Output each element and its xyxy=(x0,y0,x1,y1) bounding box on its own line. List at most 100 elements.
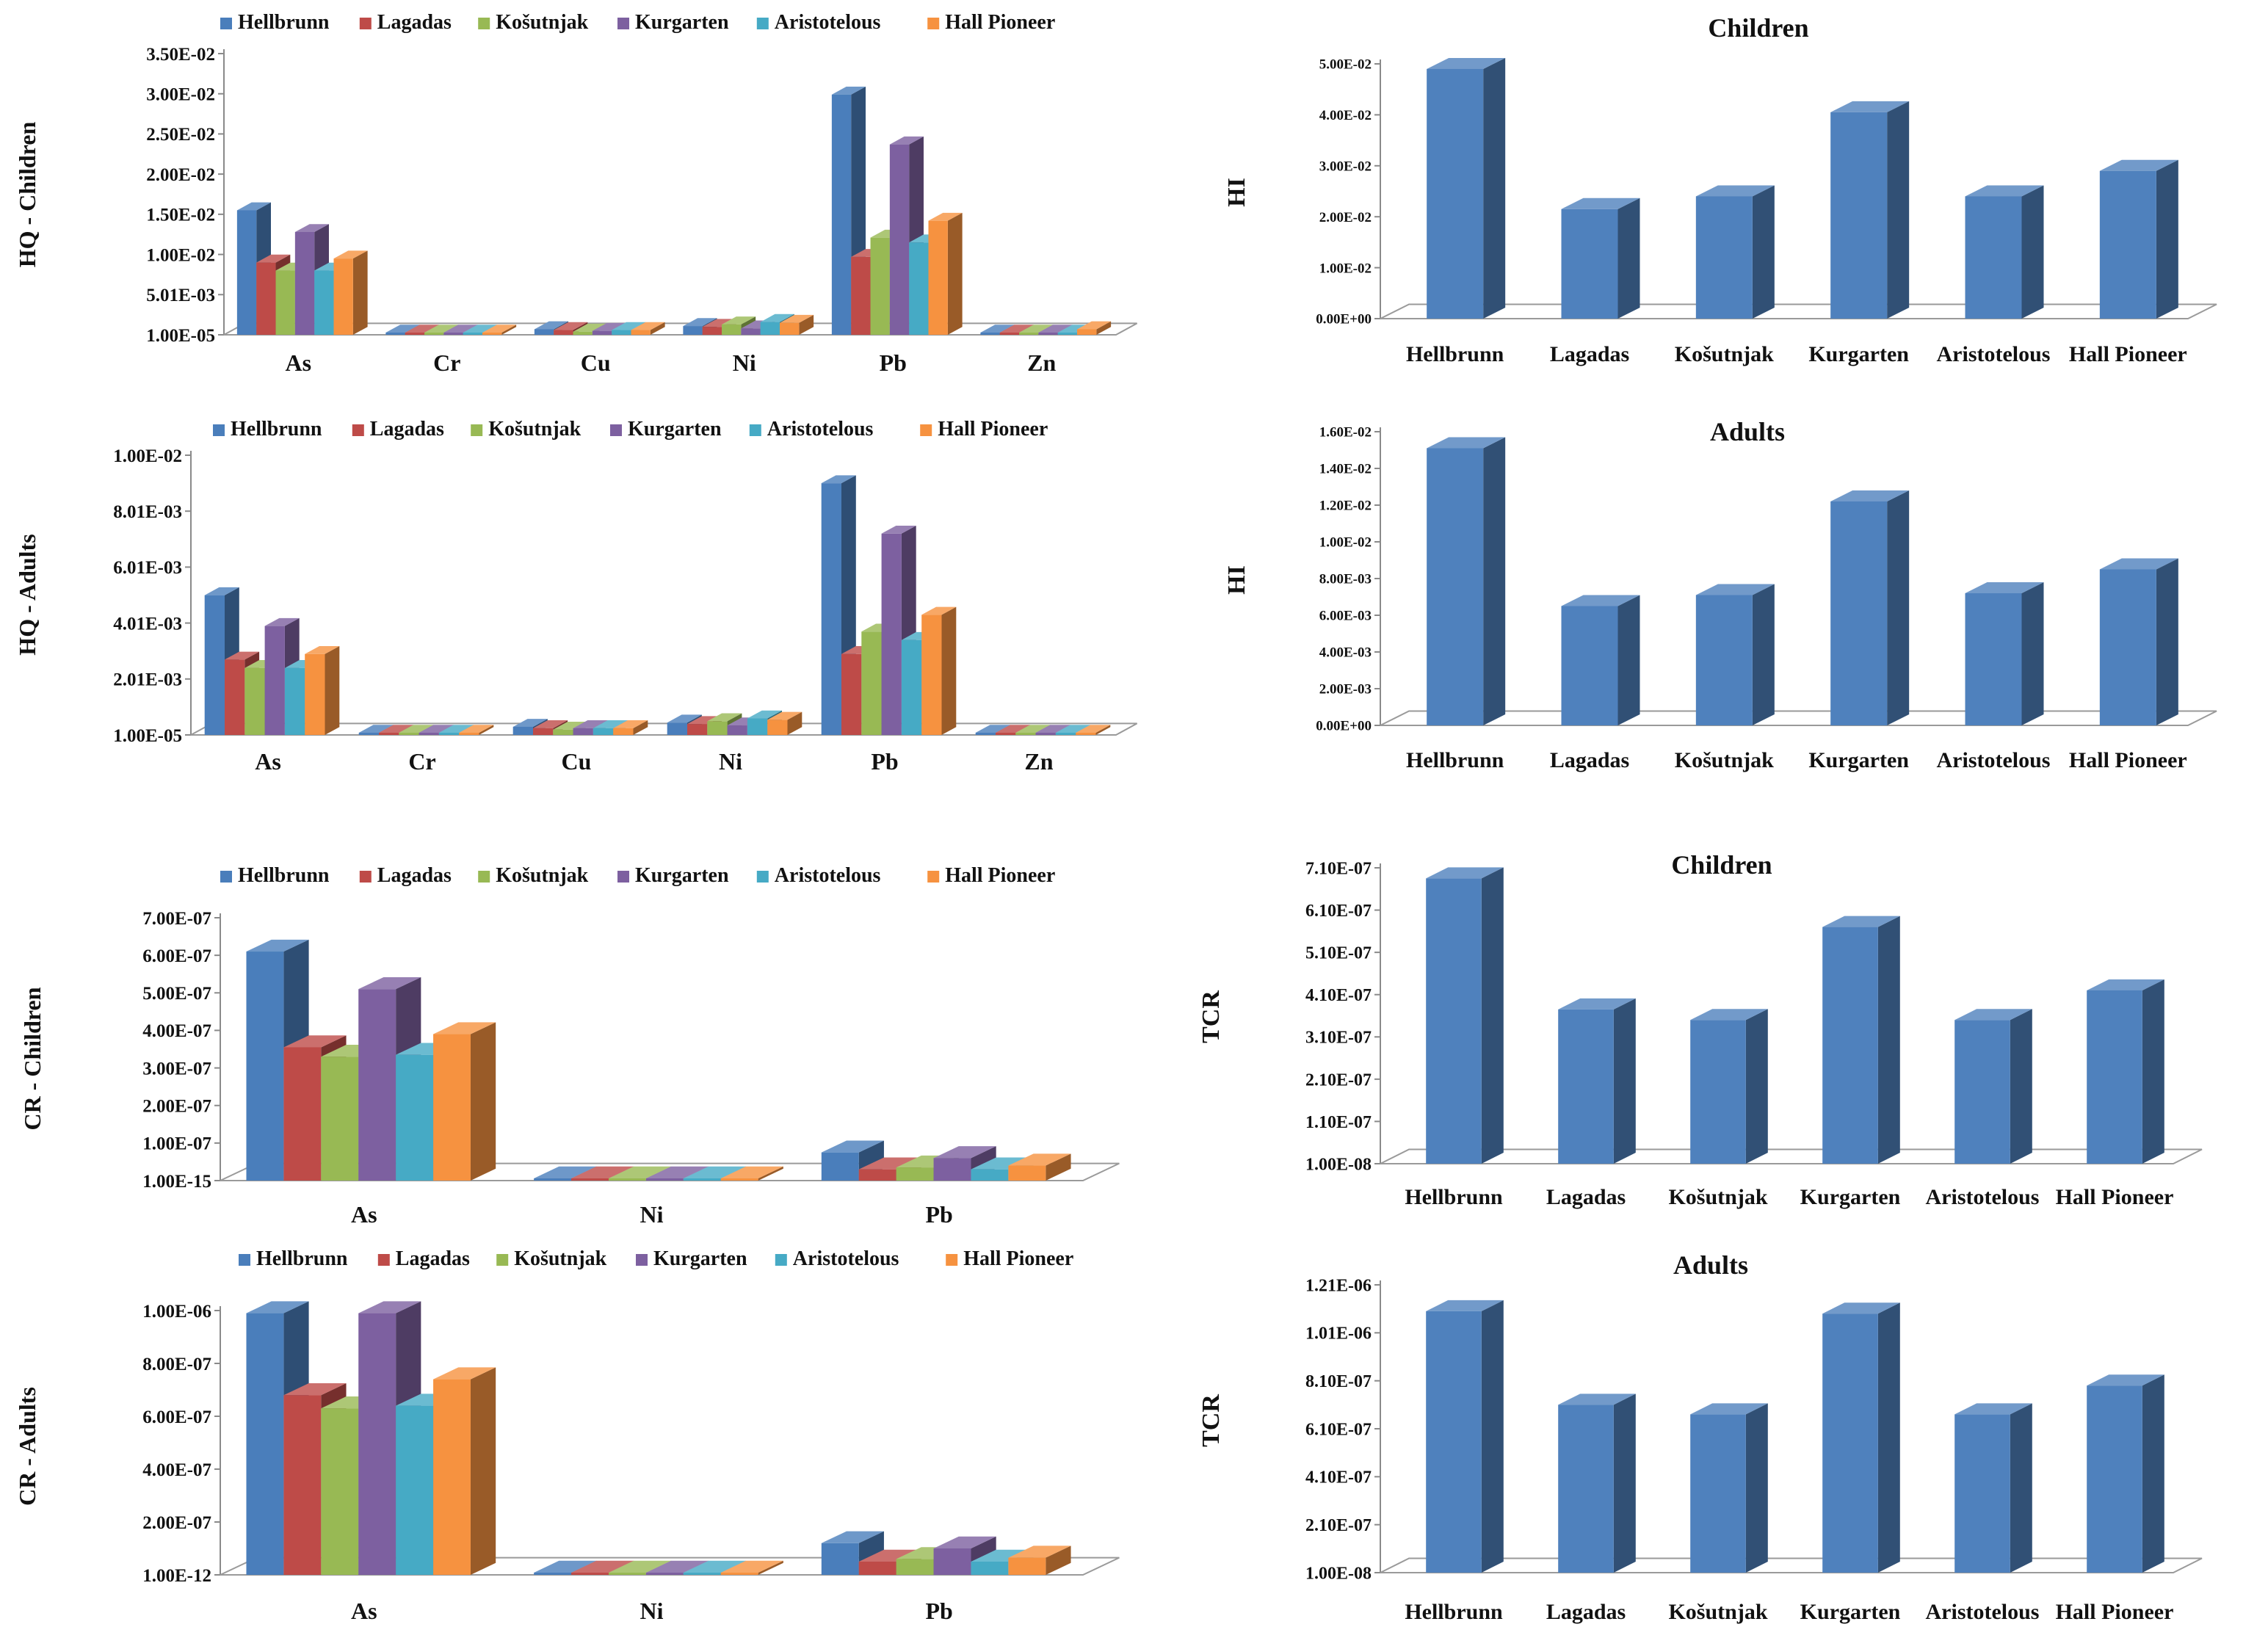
bar-cr-hall-pioneer xyxy=(482,325,517,335)
bar-lagadas-top xyxy=(1561,595,1640,606)
bar-as-hellbrunn-top xyxy=(204,587,239,595)
bar-košutnjak-front xyxy=(1695,196,1753,319)
bar-zn-kurgarten-top xyxy=(1035,725,1070,733)
bar-cr-aristotelous-top xyxy=(438,725,474,733)
bar-pb-aristotelous-top xyxy=(971,1549,1034,1562)
category-label: Hall Pioneer xyxy=(2069,342,2187,366)
bar-hellbrunn xyxy=(1426,1300,1504,1573)
bar-zn-košutnjak-front xyxy=(1019,333,1039,335)
y-tick-label: 3.50E-02 xyxy=(146,45,215,65)
bar-pb-kurgarten-front xyxy=(933,1158,971,1181)
bar-aristotelous xyxy=(1965,185,2044,319)
category-label: Košutnjak xyxy=(1675,342,1774,366)
bar-lagadas-top xyxy=(1558,998,1636,1010)
bar-as-hall-pioneer-front xyxy=(433,1379,471,1575)
bar-kurgarten-top xyxy=(1822,1302,1900,1314)
y-axis-label: TCR xyxy=(1198,990,1225,1043)
bar-as-hall-pioneer xyxy=(333,250,368,335)
bar-cu-hall-pioneer-side xyxy=(633,720,648,735)
y-tick-label: 5.00E-02 xyxy=(1319,57,1372,73)
y-tick-label: 2.10E-07 xyxy=(1305,1070,1372,1090)
bar-lagadas-front xyxy=(1561,606,1618,725)
bar-zn-lagadas-top xyxy=(999,325,1034,333)
legend-swatch xyxy=(478,871,490,883)
legend-label: Kurgarten xyxy=(635,864,729,887)
bar-cu-hall-pioneer-side xyxy=(650,322,665,335)
bar-as-kurgarten-front xyxy=(358,1313,396,1575)
bar-as-lagadas-front xyxy=(256,262,276,335)
legend-label: Hall Pioneer xyxy=(945,11,1055,34)
bar-pb-lagadas-front xyxy=(858,1562,896,1575)
bar-as-hall-pioneer-side xyxy=(325,645,340,735)
legend: Hellbrunn Lagadas Košutnjak Kurgarten Aristo… xyxy=(213,418,1048,441)
bar-as-lagadas-front xyxy=(283,1047,322,1181)
bar-cu-hall-pioneer-front xyxy=(613,728,634,735)
bar-lagadas-side xyxy=(1617,197,1640,319)
bar-zn-aristotelous-top xyxy=(1055,725,1090,733)
bar-pb-hall-pioneer xyxy=(1008,1545,1071,1575)
y-axis-label: CR - Children xyxy=(19,987,46,1130)
bar-cu-lagadas-top xyxy=(533,720,568,728)
y-tick-label: 1.00E-07 xyxy=(142,1134,211,1154)
bar-as-košutnjak-front xyxy=(244,667,265,735)
category-label: Kurgarten xyxy=(1808,342,1909,366)
chart-title: Adults xyxy=(1673,1250,1748,1280)
category-label: Pb xyxy=(925,1598,952,1624)
legend: Hellbrunn Lagadas Košutnjak Kurgarten Aristo… xyxy=(220,11,1055,34)
bar-cu-košutnjak-top xyxy=(573,323,607,332)
bar-kurgarten xyxy=(1830,101,1910,319)
bar-pb-hall-pioneer-side xyxy=(947,212,963,335)
bar-ni-aristotelous-front xyxy=(683,1573,721,1575)
bar-zn-košutnjak-front xyxy=(1015,733,1036,735)
bar-pb-hellbrunn-front xyxy=(821,1543,859,1575)
bar-zn-hall-pioneer-side xyxy=(1095,725,1111,735)
y-tick-label: 7.10E-07 xyxy=(1305,859,1372,878)
bar-hellbrunn-front xyxy=(1426,1311,1482,1573)
legend-label: Kurgarten xyxy=(628,418,722,441)
bar-cr-lagadas-front xyxy=(379,733,399,735)
y-tick-label: 3.10E-07 xyxy=(1305,1029,1372,1048)
y-tick-label: 2.00E-02 xyxy=(1319,210,1372,225)
tcr-adults-chart: 1.00E-08 2.10E-07 4.10E-07 6.10E-07 8.10E-07… xyxy=(1198,1250,2203,1624)
bar-pb-lagadas-top xyxy=(858,1157,921,1170)
bar-cr-hellbrunn-front xyxy=(385,333,405,335)
bar-hall-pioneer-top xyxy=(2099,558,2178,570)
bar-kurgarten xyxy=(1822,916,1900,1164)
y-tick-label: 1.00E-02 xyxy=(146,245,215,265)
bar-as-hall-pioneer-top xyxy=(305,645,340,654)
bar-zn-hellbrunn-top xyxy=(980,325,1015,333)
bar-pb-kurgarten-top xyxy=(933,1536,996,1549)
bar-cr-košutnjak-top xyxy=(399,725,434,733)
bar-kurgarten xyxy=(1830,490,1910,725)
bar-košutnjak-front xyxy=(1690,1414,1746,1573)
category-label: As xyxy=(351,1201,377,1228)
bar-ni-košutnjak-front xyxy=(608,1573,646,1575)
legend-swatch xyxy=(617,871,629,883)
bar-cr-hall-pioneer-side xyxy=(479,725,494,735)
category-label: Ni xyxy=(640,1598,664,1624)
bar-ni-hall-pioneer-front xyxy=(780,322,800,335)
hi-children-chart: 0.00E+00 1.00E-02 2.00E-02 3.00E-02 4.00E-02… xyxy=(1223,13,2217,366)
legend-swatch xyxy=(610,424,622,436)
bar-kurgarten-side xyxy=(1887,490,1910,725)
bar-as-hellbrunn-top xyxy=(236,202,271,211)
bar-as-kurgarten-top xyxy=(358,976,421,990)
legend-label: Košutnjak xyxy=(488,418,581,441)
category-label: Ni xyxy=(719,748,742,775)
legend-label: Kurgarten xyxy=(653,1247,747,1270)
category-label: As xyxy=(255,748,281,775)
bar-cr-aristotelous-front xyxy=(463,333,482,335)
category-label: Cr xyxy=(433,349,460,376)
category-label: Lagadas xyxy=(1550,342,1629,366)
category-label: Ni xyxy=(733,349,756,376)
bar-košutnjak-front xyxy=(1695,595,1753,725)
category-label: Pb xyxy=(880,349,907,376)
bar-as-hall-pioneer-front xyxy=(433,1034,471,1181)
legend-label: Lagadas xyxy=(377,864,452,887)
bar-ni-hall-pioneer-front xyxy=(720,1178,758,1181)
bar-pb-hall-pioneer-top xyxy=(928,212,963,221)
bar-zn-kurgarten-front xyxy=(1038,333,1058,335)
bar-aristotelous-top xyxy=(1965,582,2044,593)
bar-hellbrunn-front xyxy=(1426,878,1482,1164)
legend-swatch xyxy=(617,18,629,29)
